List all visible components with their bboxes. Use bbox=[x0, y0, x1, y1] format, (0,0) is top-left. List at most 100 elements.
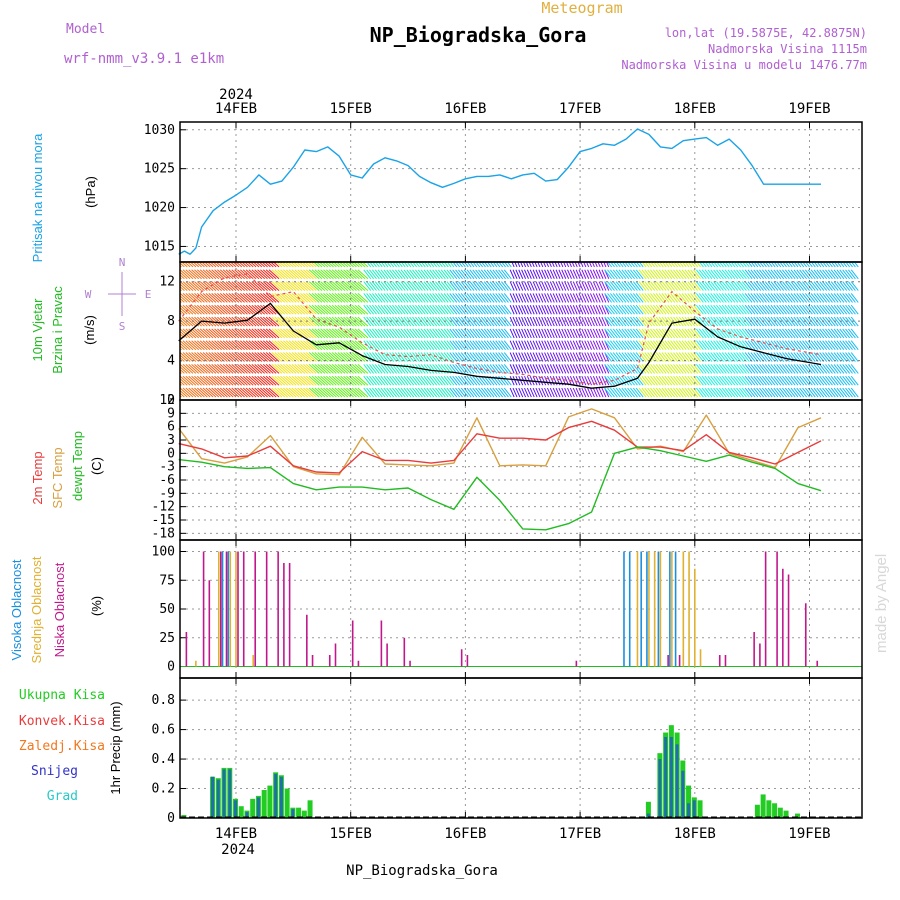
wind-barb bbox=[618, 364, 627, 374]
wind-barb bbox=[237, 293, 248, 303]
wind-barb bbox=[587, 352, 593, 362]
total-precip-bar bbox=[267, 785, 273, 818]
wind-barb bbox=[343, 328, 354, 339]
total-precip-bar bbox=[301, 810, 307, 818]
wind-barb bbox=[351, 387, 363, 398]
wind-barb bbox=[503, 352, 512, 362]
y-tick-label: -12 bbox=[152, 500, 175, 515]
snow-bar bbox=[291, 809, 295, 818]
wind-barb bbox=[564, 316, 570, 327]
wind-barb bbox=[242, 293, 254, 303]
wind-barb bbox=[609, 293, 618, 303]
wind-barb bbox=[595, 340, 601, 350]
wind-barb bbox=[354, 293, 366, 303]
wind-barb bbox=[180, 271, 188, 280]
wind-barb bbox=[845, 328, 853, 339]
wind-barb bbox=[770, 340, 779, 351]
wind-barb bbox=[323, 328, 334, 339]
wind-barb bbox=[589, 305, 595, 315]
snow-bar bbox=[222, 769, 226, 818]
y-tick-label: 3 bbox=[167, 433, 175, 448]
wind-barb bbox=[242, 352, 254, 362]
wind-barb bbox=[283, 269, 294, 280]
wind-barb bbox=[713, 340, 722, 351]
wind-barb bbox=[842, 304, 851, 315]
wind-barb bbox=[377, 340, 386, 351]
wind-barb bbox=[225, 328, 237, 339]
wind-barb bbox=[661, 364, 670, 374]
wind-barb bbox=[842, 269, 851, 280]
panel-frame bbox=[179, 121, 863, 263]
wind-barb bbox=[802, 328, 810, 339]
wind-barb bbox=[374, 281, 383, 291]
wind-barb bbox=[285, 304, 297, 315]
wind-barb bbox=[836, 304, 845, 315]
wind-barb bbox=[538, 293, 544, 303]
legend-entry: Grad bbox=[47, 789, 78, 804]
wind-barb bbox=[305, 304, 317, 315]
wind-barb bbox=[710, 304, 719, 315]
wind-barb bbox=[830, 352, 839, 362]
wind-barb bbox=[521, 387, 527, 398]
wind-barb bbox=[320, 340, 331, 351]
wind-barb bbox=[406, 293, 415, 303]
wind-barb bbox=[437, 293, 446, 303]
wind-barb bbox=[268, 340, 280, 351]
wind-barb bbox=[716, 387, 724, 398]
wind-barb bbox=[813, 352, 822, 362]
wind-barb bbox=[478, 352, 486, 362]
wind-barb bbox=[277, 269, 288, 280]
wind-barb bbox=[414, 375, 423, 386]
wind-barb bbox=[827, 375, 836, 386]
wind-barb bbox=[343, 364, 354, 374]
wind-barb bbox=[248, 352, 260, 362]
wind-barb bbox=[277, 364, 288, 374]
wind-barb bbox=[592, 281, 598, 291]
wind-barb bbox=[180, 328, 191, 339]
wind-barb bbox=[538, 387, 544, 398]
wind-barb bbox=[240, 281, 251, 291]
wind-barb bbox=[601, 376, 607, 386]
wind-barb bbox=[779, 316, 787, 327]
wind-barb bbox=[222, 293, 234, 303]
wind-barb bbox=[303, 328, 314, 339]
wind-barb bbox=[779, 328, 787, 339]
wind-barb bbox=[443, 316, 452, 327]
wind-barb bbox=[180, 356, 185, 362]
wind-barb bbox=[326, 375, 337, 386]
wind-barb bbox=[196, 375, 208, 386]
wind-barb bbox=[544, 340, 550, 350]
wind-barb bbox=[400, 352, 409, 362]
wind-barb bbox=[618, 293, 627, 303]
wind-barb bbox=[787, 304, 796, 315]
wind-barb bbox=[503, 304, 512, 315]
wind-barb bbox=[825, 269, 833, 280]
wind-barb bbox=[225, 364, 237, 374]
wind-barb bbox=[245, 304, 257, 315]
wind-barb bbox=[793, 269, 802, 280]
wind-barb bbox=[326, 304, 337, 315]
wind-barb bbox=[392, 281, 400, 291]
wind-barb bbox=[845, 293, 853, 303]
wind-barb bbox=[440, 269, 449, 280]
wind-barb bbox=[392, 387, 400, 398]
wind-barb bbox=[816, 281, 825, 291]
wind-barb bbox=[426, 316, 435, 327]
wind-barb bbox=[710, 352, 719, 362]
wind-barb bbox=[199, 269, 211, 280]
y-tick-label: 1020 bbox=[144, 201, 175, 216]
wind-speed-line bbox=[178, 302, 822, 389]
wind-barb bbox=[552, 269, 558, 279]
wind-barb bbox=[432, 293, 440, 303]
wind-barb bbox=[799, 269, 808, 280]
wind-barb bbox=[796, 387, 805, 398]
wind-barb bbox=[816, 364, 825, 374]
wind-barb bbox=[730, 364, 739, 374]
bottom-day-label: 16FEB bbox=[444, 826, 486, 842]
wind-barb bbox=[727, 269, 736, 280]
bottom-day-label: 18FEB bbox=[674, 826, 716, 842]
wind-barb bbox=[414, 293, 423, 303]
wind-barb bbox=[314, 304, 326, 315]
wind-barb bbox=[271, 364, 283, 374]
wind-barb bbox=[621, 269, 630, 280]
